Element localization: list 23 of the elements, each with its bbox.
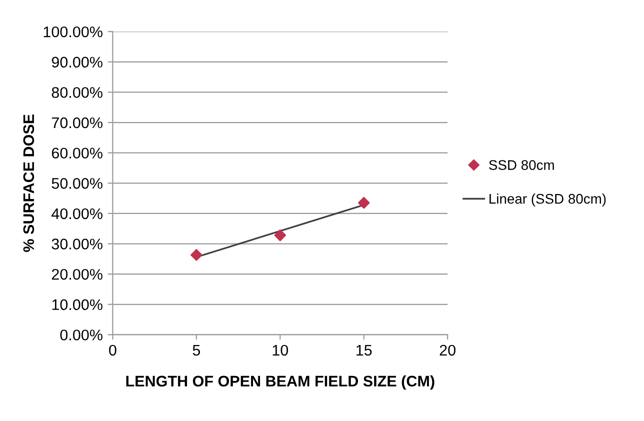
y-tick-label: 60.00% <box>52 148 102 159</box>
y-tick-label: 80.00% <box>52 87 102 98</box>
x-tick-label: 20 <box>440 344 456 356</box>
y-tick-label: 20.00% <box>52 268 102 280</box>
x-tick-label: 15 <box>356 344 372 356</box>
x-axis-title: LENGTH OF OPEN BEAM FIELD SIZE (CM) <box>126 375 434 390</box>
y-tick-label: 50.00% <box>52 178 102 189</box>
y-tick-label: 30.00% <box>52 238 102 250</box>
y-tick-label: 10.00% <box>52 299 102 310</box>
y-tick-label: 40.00% <box>52 208 102 220</box>
legend-label: Linear (SSD 80cm) <box>490 194 606 206</box>
y-tick-label: 0.00% <box>60 330 102 340</box>
x-tick-label: 0 <box>109 344 116 356</box>
y-tick-label: 100.00% <box>44 26 102 38</box>
y-tick-label: 70.00% <box>52 117 102 128</box>
point <box>358 196 370 209</box>
legend-label: SSD 80cm <box>489 160 554 170</box>
point <box>274 229 286 242</box>
point <box>190 249 202 261</box>
y-axis-title: % SURFACE DOSE <box>23 114 34 252</box>
x-tick-label: 10 <box>272 344 288 356</box>
y-tick-label: 90.00% <box>52 56 102 68</box>
x-tick-label: 5 <box>192 344 200 356</box>
